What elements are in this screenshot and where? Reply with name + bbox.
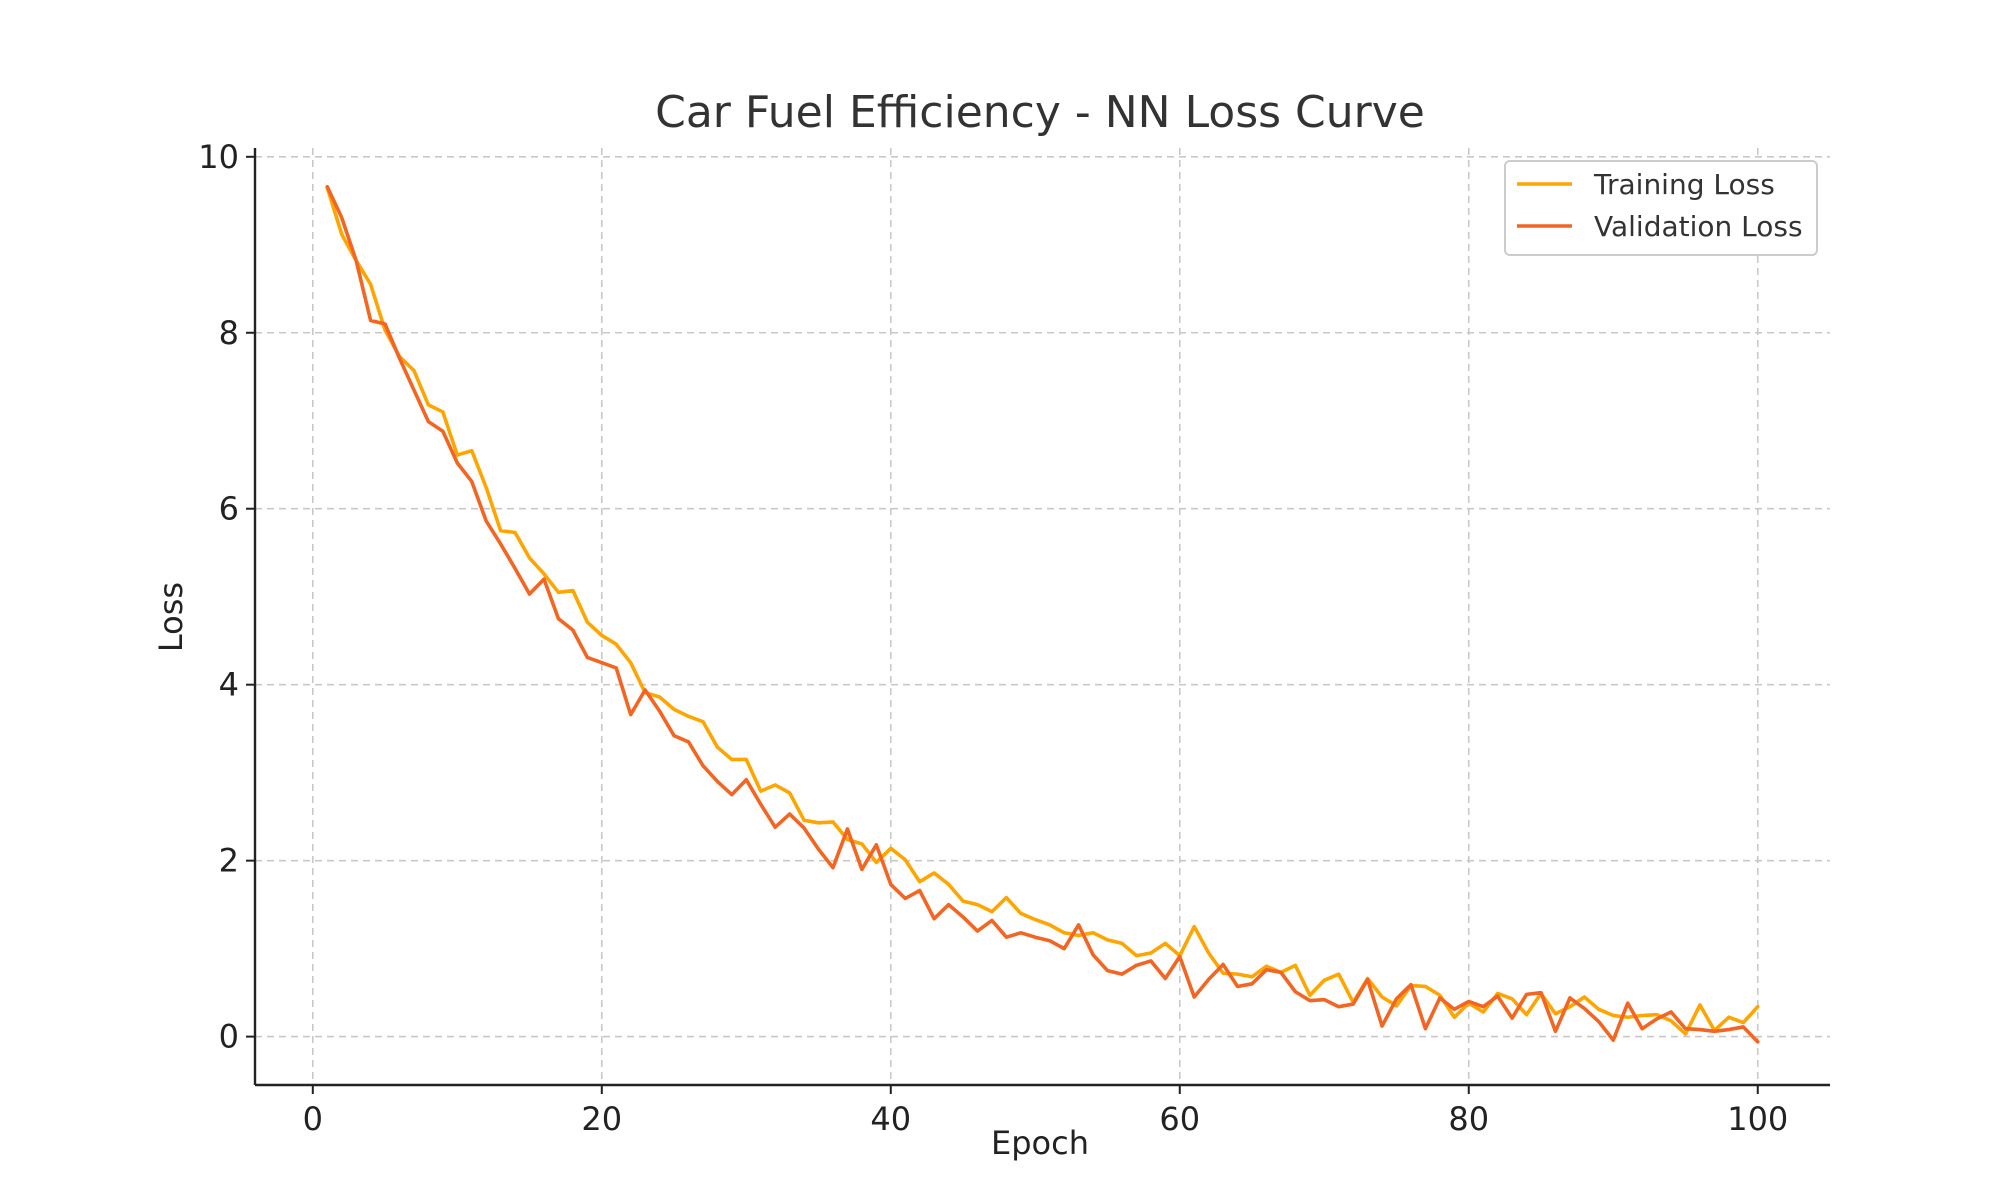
y-tick-label-2: 2 [219,842,239,880]
y-tick-label-6: 6 [219,490,239,528]
x-tick-label-100: 100 [1727,1100,1788,1138]
x-tick-label-60: 60 [1159,1100,1200,1138]
x-tick-label-40: 40 [870,1100,911,1138]
y-axis-label: Loss [152,582,190,652]
y-tick-label-8: 8 [219,314,239,352]
series-lines [325,184,1760,1044]
legend-frame [1504,160,1818,256]
legend: Training Loss Validation Loss [1504,160,1818,256]
grid-lines [255,148,1830,1085]
axes [253,148,1830,1087]
legend-label-validation-loss: Validation Loss [1594,210,1803,243]
y-tick-label-4: 4 [219,666,239,704]
chart-title: Car Fuel Efficiency - NN Loss Curve [655,87,1425,138]
x-tick-label-80: 80 [1448,1100,1489,1138]
x-axis-label: Epoch [991,1124,1089,1162]
y-tick-label-10: 10 [198,138,239,176]
y-axis-ticks: 0 2 4 6 8 10 [198,138,255,1056]
series-line-validation-loss [325,184,1760,1044]
x-tick-label-0: 0 [303,1100,323,1138]
legend-label-training-loss: Training Loss [1593,168,1775,201]
y-tick-label-0: 0 [219,1018,239,1056]
x-axis-ticks: 0 20 40 60 80 100 [303,1085,1788,1138]
x-tick-label-20: 20 [581,1100,622,1138]
